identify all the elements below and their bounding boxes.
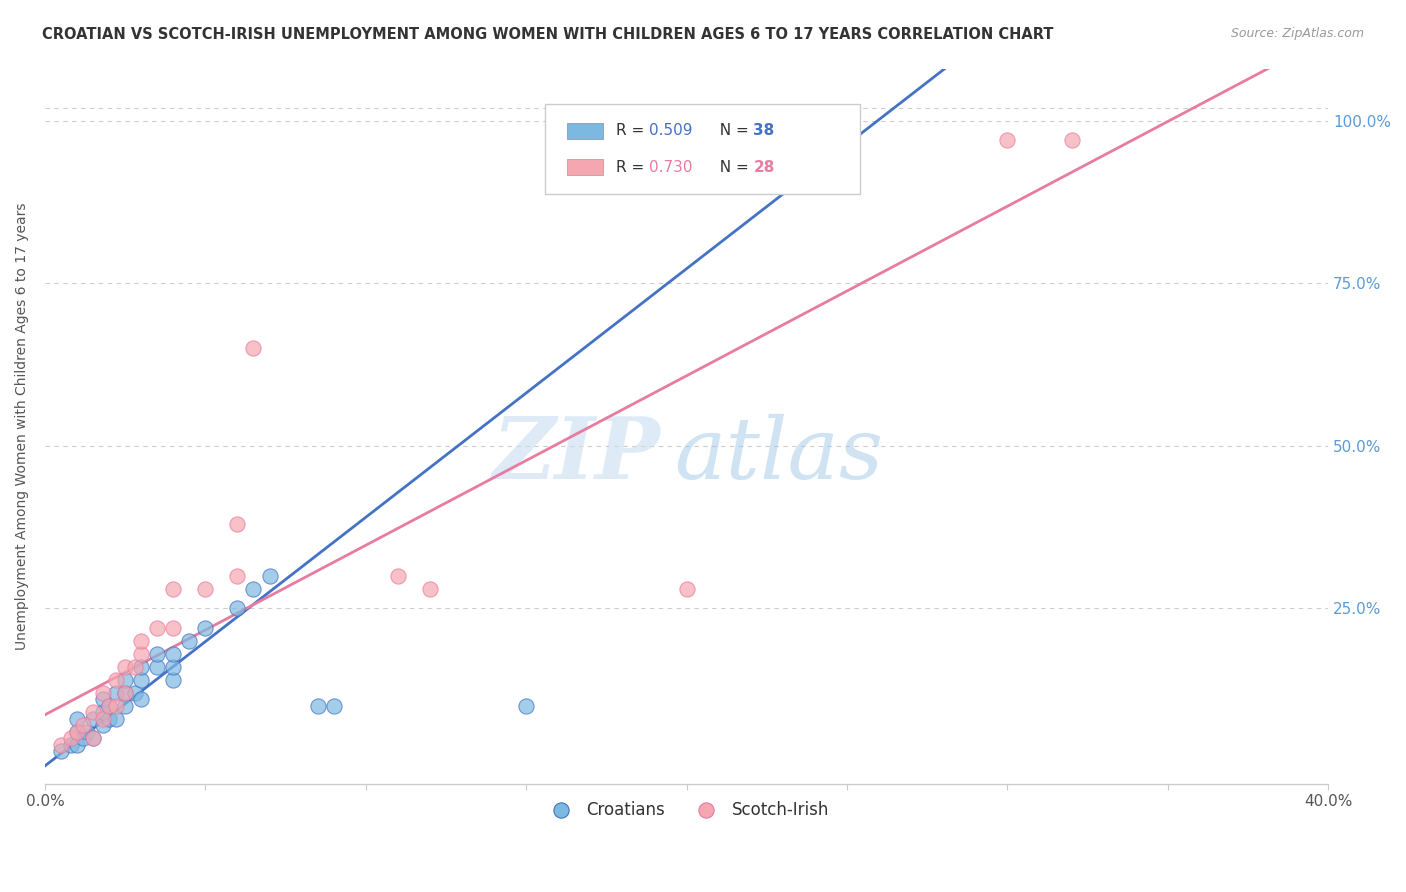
Point (104, 712, 127, 726)
Point (995, 133, 1018, 147)
Text: N =: N = (710, 123, 754, 138)
Point (242, 582, 264, 596)
Point (114, 698, 136, 713)
Point (82, 731, 104, 746)
Point (194, 582, 217, 596)
Point (226, 516, 249, 531)
Point (76, 724, 98, 739)
Point (114, 673, 136, 687)
Y-axis label: Unemployment Among Women with Children Ages 6 to 17 years: Unemployment Among Women with Children A… (15, 202, 30, 650)
Point (146, 659, 169, 673)
Point (82, 705, 104, 719)
Point (66, 712, 89, 726)
Point (627, 133, 650, 147)
Point (675, 582, 697, 596)
Point (179, 633, 201, 648)
Legend: Croatians, Scotch-Irish: Croatians, Scotch-Irish (537, 794, 835, 825)
Text: R =: R = (616, 123, 650, 138)
Point (162, 621, 184, 635)
Point (322, 698, 344, 713)
Text: 38: 38 (754, 123, 775, 138)
Point (419, 582, 441, 596)
Point (114, 659, 136, 673)
Point (98, 698, 121, 713)
Point (59, 738, 82, 752)
Point (129, 692, 152, 706)
Point (66, 738, 89, 752)
Point (1060, 133, 1083, 147)
FancyBboxPatch shape (546, 104, 860, 194)
Point (259, 568, 281, 582)
Point (124, 686, 146, 700)
Text: N =: N = (710, 160, 754, 175)
Point (129, 633, 152, 648)
Point (387, 568, 409, 582)
Point (91, 718, 114, 732)
Point (162, 582, 184, 596)
FancyBboxPatch shape (567, 159, 603, 175)
Point (162, 647, 184, 661)
Point (562, 133, 585, 147)
Text: CROATIAN VS SCOTCH-IRISH UNEMPLOYMENT AMONG WOMEN WITH CHILDREN AGES 6 TO 17 YEA: CROATIAN VS SCOTCH-IRISH UNEMPLOYMENT AM… (42, 27, 1053, 42)
Point (91, 686, 114, 700)
Point (66, 724, 89, 739)
Point (91, 692, 114, 706)
Point (104, 673, 127, 687)
FancyBboxPatch shape (567, 123, 603, 139)
Point (66, 724, 89, 739)
Point (59, 731, 82, 746)
Point (91, 712, 114, 726)
Point (114, 686, 136, 700)
Text: 0.509: 0.509 (650, 123, 693, 138)
Point (72, 718, 94, 732)
Text: 0.730: 0.730 (650, 160, 693, 175)
Point (194, 621, 217, 635)
Point (146, 647, 169, 661)
Point (124, 659, 146, 673)
Point (49, 744, 72, 758)
Point (91, 705, 114, 719)
Point (104, 698, 127, 713)
Point (72, 731, 94, 746)
Text: R =: R = (616, 160, 650, 175)
Point (515, 698, 537, 713)
Text: atlas: atlas (673, 413, 883, 496)
Point (104, 686, 127, 700)
Point (82, 712, 104, 726)
Point (98, 712, 121, 726)
Point (226, 568, 249, 582)
Point (129, 647, 152, 661)
Point (129, 659, 152, 673)
Point (82, 731, 104, 746)
Point (49, 738, 72, 752)
Point (242, 341, 264, 355)
Text: ZIP: ZIP (494, 413, 661, 497)
Point (98, 698, 121, 713)
Point (129, 673, 152, 687)
Point (114, 686, 136, 700)
Point (162, 673, 184, 687)
Point (146, 621, 169, 635)
Text: Source: ZipAtlas.com: Source: ZipAtlas.com (1230, 27, 1364, 40)
Text: 28: 28 (754, 160, 775, 175)
Point (226, 601, 249, 615)
Point (307, 698, 329, 713)
Point (162, 659, 184, 673)
